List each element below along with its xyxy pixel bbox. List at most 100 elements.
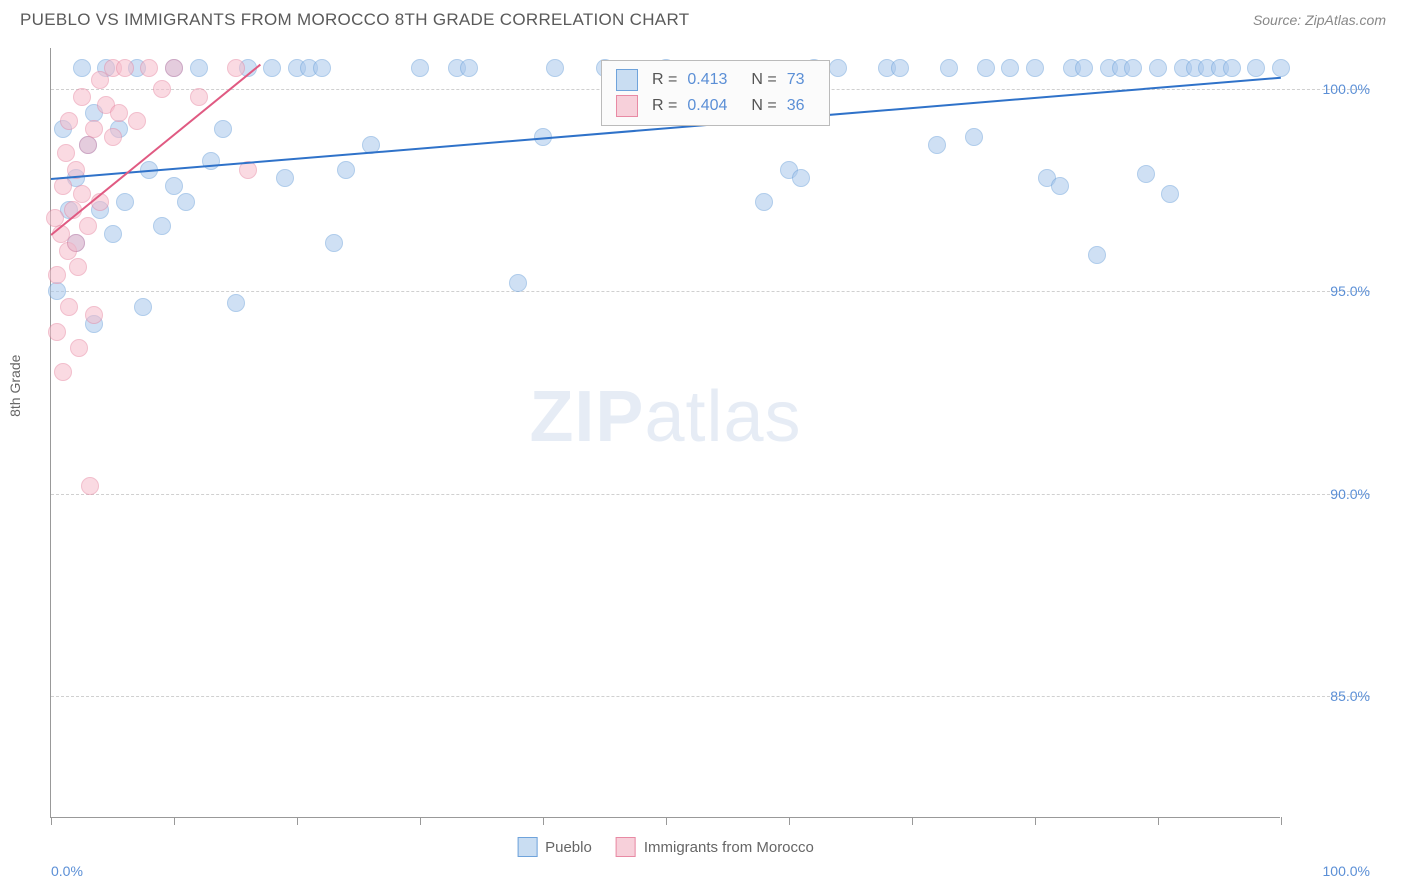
y-tick-label: 100.0% (1290, 81, 1370, 97)
x-tick (420, 817, 421, 825)
stat-n-label: N = (751, 97, 776, 115)
scatter-point (325, 234, 343, 252)
scatter-point (177, 193, 195, 211)
x-tick (174, 817, 175, 825)
scatter-point (891, 59, 909, 77)
scatter-point (411, 59, 429, 77)
gridline (51, 494, 1370, 495)
chart-source: Source: ZipAtlas.com (1253, 12, 1386, 28)
gridline (51, 696, 1370, 697)
scatter-point (1051, 177, 1069, 195)
x-tick (1281, 817, 1282, 825)
scatter-point (116, 59, 134, 77)
scatter-point (1001, 59, 1019, 77)
stat-r-value: 0.404 (687, 97, 727, 115)
scatter-point (214, 120, 232, 138)
scatter-point (67, 234, 85, 252)
scatter-point (792, 169, 810, 187)
scatter-point (134, 298, 152, 316)
scatter-point (128, 112, 146, 130)
stat-n-value: 73 (787, 71, 805, 89)
legend-label: Pueblo (545, 839, 592, 856)
watermark-bold: ZIP (529, 377, 644, 457)
scatter-point (965, 128, 983, 146)
x-tick (789, 817, 790, 825)
scatter-point (202, 152, 220, 170)
chart-header: PUEBLO VS IMMIGRANTS FROM MOROCCO 8TH GR… (0, 0, 1406, 38)
x-tick (912, 817, 913, 825)
scatter-point (509, 274, 527, 292)
scatter-point (1137, 165, 1155, 183)
scatter-point (546, 59, 564, 77)
x-tick (543, 817, 544, 825)
scatter-point (460, 59, 478, 77)
scatter-point (940, 59, 958, 77)
scatter-point (829, 59, 847, 77)
scatter-point (276, 169, 294, 187)
scatter-point (85, 120, 103, 138)
stat-r-label: R = (652, 71, 677, 89)
scatter-point (140, 59, 158, 77)
scatter-point (85, 306, 103, 324)
bottom-legend: Pueblo Immigrants from Morocco (517, 837, 814, 857)
scatter-point (1223, 59, 1241, 77)
scatter-point (48, 282, 66, 300)
scatter-point (104, 128, 122, 146)
scatter-point (1124, 59, 1142, 77)
stats-row: R = 0.413 N = 73 (616, 67, 815, 93)
scatter-point (1161, 185, 1179, 203)
y-tick-label: 90.0% (1290, 486, 1370, 502)
scatter-point (227, 59, 245, 77)
scatter-point (104, 225, 122, 243)
scatter-point (73, 59, 91, 77)
scatter-point (73, 88, 91, 106)
stat-r-value: 0.413 (687, 71, 727, 89)
scatter-point (73, 185, 91, 203)
x-tick (1035, 817, 1036, 825)
stats-row: R = 0.404 N = 36 (616, 93, 815, 119)
stats-box: R = 0.413 N = 73 R = 0.404 N = 36 (601, 60, 830, 126)
gridline (51, 291, 1370, 292)
x-tick (51, 817, 52, 825)
x-tick (666, 817, 667, 825)
scatter-point (54, 363, 72, 381)
legend-swatch (616, 69, 638, 91)
watermark-light: atlas (644, 377, 801, 457)
stat-n-label: N = (751, 71, 776, 89)
x-tick (1158, 817, 1159, 825)
scatter-point (116, 193, 134, 211)
scatter-point (69, 258, 87, 276)
scatter-point (755, 193, 773, 211)
legend-swatch (616, 837, 636, 857)
y-axis-label: 8th Grade (7, 355, 23, 417)
scatter-point (263, 59, 281, 77)
scatter-point (1272, 59, 1290, 77)
plot-area: ZIPatlas 85.0%90.0%95.0%100.0%0.0%100.0%… (50, 48, 1280, 818)
legend-item: Immigrants from Morocco (616, 837, 814, 857)
scatter-point (190, 88, 208, 106)
scatter-point (153, 217, 171, 235)
scatter-point (1247, 59, 1265, 77)
scatter-point (153, 80, 171, 98)
legend-swatch (517, 837, 537, 857)
x-axis-max-label: 100.0% (1323, 863, 1370, 879)
scatter-point (48, 323, 66, 341)
chart-title: PUEBLO VS IMMIGRANTS FROM MOROCCO 8TH GR… (20, 10, 689, 30)
watermark: ZIPatlas (529, 376, 801, 458)
scatter-point (1149, 59, 1167, 77)
stat-n-value: 36 (787, 97, 805, 115)
legend-swatch (616, 95, 638, 117)
scatter-point (165, 59, 183, 77)
scatter-point (977, 59, 995, 77)
y-tick-label: 85.0% (1290, 688, 1370, 704)
stat-r-label: R = (652, 97, 677, 115)
scatter-point (1026, 59, 1044, 77)
scatter-point (1075, 59, 1093, 77)
legend-label: Immigrants from Morocco (644, 839, 814, 856)
scatter-point (337, 161, 355, 179)
scatter-point (190, 59, 208, 77)
scatter-point (79, 136, 97, 154)
scatter-point (57, 144, 75, 162)
scatter-point (60, 112, 78, 130)
scatter-point (165, 177, 183, 195)
